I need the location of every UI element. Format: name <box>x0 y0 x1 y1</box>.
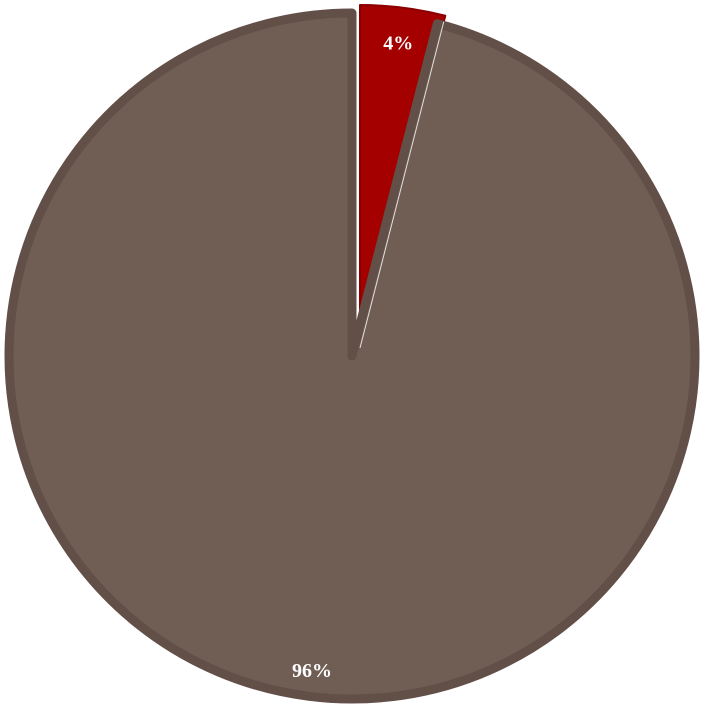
pie-slices <box>4 4 700 704</box>
slice-separator <box>359 21 445 349</box>
pie-slice <box>4 8 700 704</box>
slice-label: 4% <box>383 33 413 55</box>
pie-labels: 4% 96% <box>292 33 413 682</box>
slice-label: 96% <box>292 660 332 682</box>
